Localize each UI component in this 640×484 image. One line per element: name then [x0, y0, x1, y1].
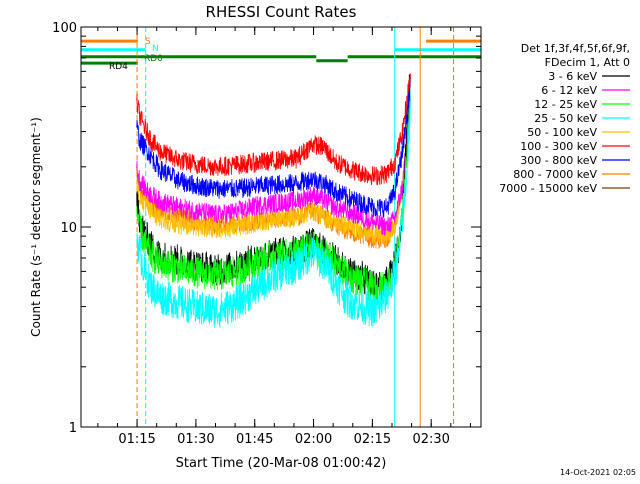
legend-header-detectors: Det 1f,3f,4f,5f,6f,9f, — [521, 42, 630, 55]
footer-timestamp: 14-Oct-2021 02:05 — [560, 468, 636, 477]
x-tick-label: 02:15 — [354, 432, 391, 447]
state-bar-label-rd0: RD0 — [144, 54, 163, 64]
state-bar-label-rd4: RD4 — [109, 62, 128, 72]
legend-label: 100 - 300 keV — [520, 140, 597, 153]
legend-label: 25 - 50 keV — [534, 112, 597, 125]
series-line-12-25-kev — [136, 76, 411, 305]
legend-label: 50 - 100 keV — [527, 126, 597, 139]
y-axis-label: Count Rate (s⁻¹ detector segment⁻¹) — [29, 117, 43, 337]
x-tick-label: 02:00 — [295, 432, 332, 447]
series-line-25-50-kev — [136, 92, 411, 329]
x-tick-label: 02:30 — [412, 432, 449, 447]
series-line-300-800-kev — [136, 76, 411, 218]
x-tick-label: 01:45 — [236, 432, 273, 447]
state-bar-label-s: S — [145, 37, 151, 47]
legend-label: 800 - 7000 keV — [513, 168, 597, 181]
x-tick-label: 01:30 — [177, 432, 214, 447]
y-tick-label: 10 — [60, 221, 77, 236]
legend-label: 12 - 25 keV — [534, 98, 597, 111]
state-bar-label-n: N — [152, 44, 159, 54]
legend-label: 6 - 12 keV — [541, 84, 597, 97]
chart-title: RHESSI Count Rates — [206, 3, 357, 21]
x-tick-label: 01:15 — [118, 432, 155, 447]
legend-label: 7000 - 15000 keV — [499, 182, 597, 195]
legend-label: 3 - 6 keV — [548, 70, 597, 83]
legend-label: 300 - 800 keV — [520, 154, 597, 167]
legend-header-decimation: FDecim 1, Att 0 — [545, 56, 630, 69]
y-tick-label: 100 — [52, 21, 77, 36]
series-line-6-12-kev — [136, 95, 411, 236]
axes: 01:15 01:30 01:45 02:00 02:15 02:30 1 10 100 — [52, 21, 481, 447]
legend: Det 1f,3f,4f,5f,6f,9f, FDecim 1, Att 0 3… — [499, 42, 630, 195]
x-axis-label: Start Time (20-Mar-08 01:00:42) — [176, 456, 387, 471]
series-line-100-300-kev — [136, 73, 411, 186]
y-tick-label: 1 — [69, 421, 77, 436]
